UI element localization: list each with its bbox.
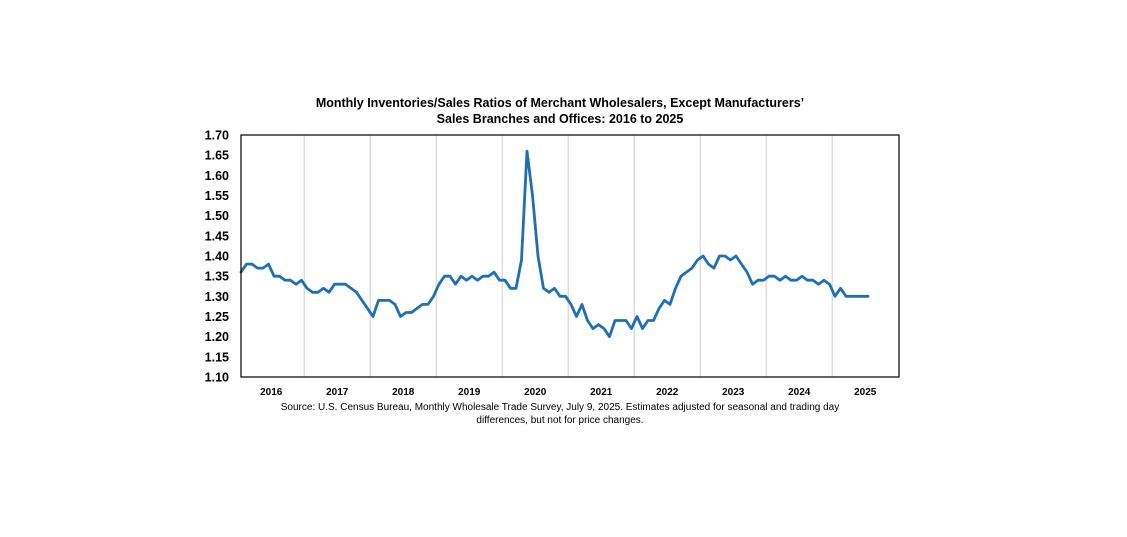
y-tick-label: 1.60 (205, 169, 229, 183)
x-tick-label: 2025 (854, 387, 877, 398)
y-tick-label: 1.45 (205, 229, 229, 243)
x-tick-label: 2022 (656, 387, 679, 398)
source-line-2: differences, but not for price changes. (476, 415, 644, 426)
gridlines (303, 135, 833, 377)
y-tick-label: 1.30 (205, 290, 229, 304)
x-tick-label: 2023 (722, 387, 745, 398)
y-tick-label: 1.50 (205, 209, 229, 223)
y-tick-label: 1.70 (205, 129, 229, 143)
source-note: Source: U.S. Census Bureau, Monthly Whol… (260, 401, 860, 427)
y-tick-label: 1.10 (205, 371, 229, 385)
chart-title-line-1: Monthly Inventories/Sales Ratios of Merc… (315, 96, 805, 110)
x-tick-label: 2018 (392, 387, 415, 398)
source-line-1: Source: U.S. Census Bureau, Monthly Whol… (280, 402, 840, 413)
axes: 1.70 1.65 1.60 1.55 1.50 1.45 1.40 1.35 1.30 1.25… (205, 129, 877, 399)
x-tick-label: 2021 (590, 387, 613, 398)
x-tick-label: 2019 (458, 387, 481, 398)
y-tick-label: 1.25 (205, 310, 229, 324)
y-tick-label: 1.65 (205, 149, 229, 163)
y-tick-label: 1.35 (205, 270, 229, 284)
plot-area-frame (240, 134, 900, 378)
y-tick-label: 1.20 (205, 330, 229, 344)
y-tick-label: 1.55 (205, 189, 229, 203)
x-tick-label: 2020 (524, 387, 547, 398)
x-tick-label: 2017 (326, 387, 349, 398)
series-line (239, 149, 870, 339)
y-tick-label: 1.40 (205, 250, 229, 264)
x-tick-label: 2016 (260, 387, 283, 398)
series-layer (239, 149, 870, 339)
x-tick-label: 2024 (788, 387, 811, 398)
y-tick-label: 1.15 (205, 350, 229, 364)
chart-title: Monthly Inventories/Sales Ratios of Merc… (240, 95, 880, 127)
chart-title-line-2: Sales Branches and Offices: 2016 to 2025 (436, 112, 684, 126)
